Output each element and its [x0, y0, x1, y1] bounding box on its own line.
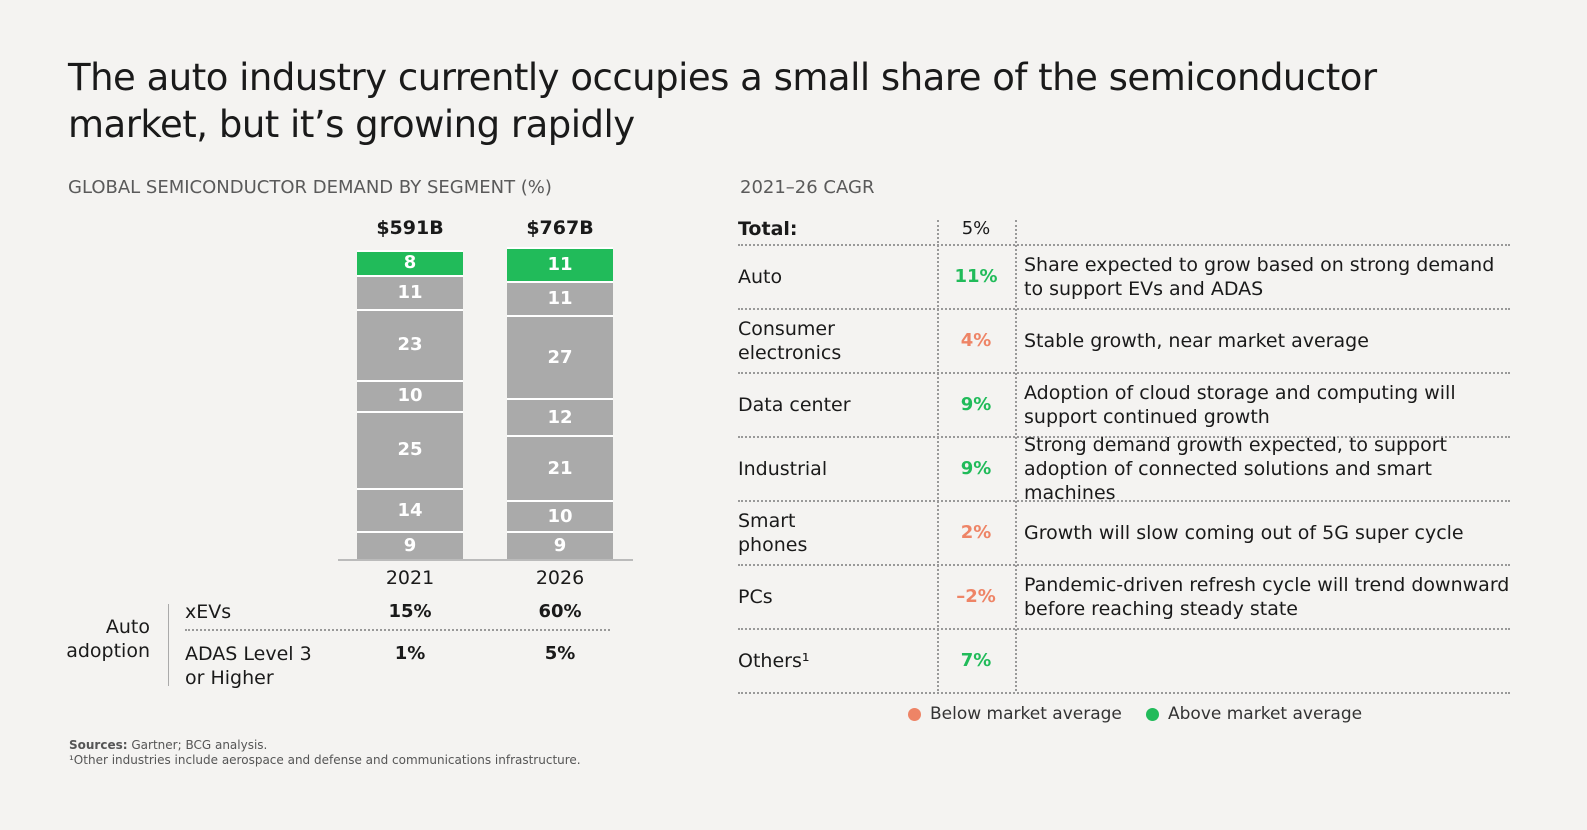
adoption-divider — [168, 604, 169, 686]
cagr-value: –2% — [956, 586, 996, 607]
adoption-label: Auto adoption — [66, 616, 150, 662]
baseline — [338, 559, 633, 561]
adoption-value: 15% — [388, 601, 432, 622]
bar-segment — [507, 314, 613, 399]
bar-segment — [357, 379, 463, 411]
bar-segment — [507, 435, 613, 501]
row-separator — [738, 436, 1510, 438]
row-note: Strong demand growth expected, to suppor… — [1024, 434, 1448, 504]
row-label: Consumer electronics — [738, 318, 842, 364]
cagr-value: 9% — [960, 458, 992, 479]
row-label: PCs — [738, 586, 773, 608]
cagr-value: 7% — [960, 650, 992, 671]
cagr-value: 4% — [960, 330, 992, 351]
row-note: Growth will slow coming out of 5G super … — [1024, 522, 1464, 544]
row-label: Industrial — [738, 458, 828, 480]
row-note: Adoption of cloud storage and computing … — [1024, 382, 1456, 428]
table-title: 2021–26 CAGR — [740, 177, 875, 198]
data-label: 12 — [547, 406, 573, 428]
row-note: Stable growth, near market average — [1024, 330, 1369, 352]
bar-segment — [507, 398, 613, 436]
row-label: Smart phones — [738, 510, 808, 556]
row-separator — [738, 692, 1510, 694]
legend-label: Above market average — [1168, 704, 1363, 724]
bar-segment — [507, 280, 613, 315]
data-label: 27 — [547, 346, 573, 368]
legend-marker — [908, 708, 921, 721]
bar-segment — [357, 308, 463, 380]
column-divider — [1015, 220, 1017, 691]
x-tick-label: 2026 — [535, 567, 585, 589]
adoption-separator — [185, 629, 610, 631]
row-separator — [738, 500, 1510, 502]
data-label: 14 — [397, 499, 423, 521]
total-value: 5% — [961, 218, 991, 239]
total-label: Total: — [738, 218, 798, 240]
row-note: Share expected to grow based on strong d… — [1024, 254, 1495, 300]
legend-marker — [1146, 708, 1159, 721]
row-separator — [738, 564, 1510, 566]
data-label: 11 — [547, 287, 573, 309]
row-note: Pandemic-driven refresh cycle will trend… — [1024, 574, 1510, 620]
row-label: Auto — [738, 266, 783, 288]
row-separator — [738, 308, 1510, 310]
row-label: Data center — [738, 394, 851, 416]
cagr-value: 9% — [960, 394, 992, 415]
adoption-value: 60% — [538, 601, 582, 622]
bar-segment — [357, 250, 463, 275]
bar-segment — [507, 247, 613, 281]
sources-text: Gartner; BCG analysis. — [131, 738, 268, 752]
bar-segment — [507, 500, 613, 532]
bar-segment — [507, 531, 613, 559]
bar-segment — [357, 531, 463, 559]
data-label: 8 — [403, 252, 417, 274]
data-label: 23 — [397, 334, 423, 356]
data-label: 9 — [553, 535, 567, 557]
data-label: 25 — [397, 439, 423, 461]
adoption-value: 5% — [544, 643, 576, 664]
column-divider — [937, 220, 939, 691]
data-label: 11 — [547, 253, 573, 275]
footnote: ¹Other industries include aerospace and … — [69, 753, 581, 767]
title: The auto industry currently occupies a s… — [68, 56, 1377, 146]
row-separator — [738, 372, 1510, 374]
cagr-value: 2% — [960, 522, 992, 543]
row-separator — [738, 244, 1510, 246]
data-label: 10 — [397, 385, 423, 407]
row-label: Others¹ — [738, 650, 810, 672]
legend-label: Below market average — [930, 704, 1122, 724]
sources: Sources: Gartner; BCG analysis. — [69, 738, 267, 752]
total-label: $591B — [376, 217, 444, 239]
data-label: 21 — [547, 457, 573, 479]
row-separator — [738, 628, 1510, 630]
data-label: 10 — [547, 505, 573, 527]
adoption-value: 1% — [394, 643, 426, 664]
bar-segment — [357, 274, 463, 309]
chart-subtitle: GLOBAL SEMICONDUCTOR DEMAND BY SEGMENT (… — [68, 177, 552, 198]
adoption-row-label: ADAS Level 3 or Higher — [185, 643, 312, 689]
data-label: 11 — [397, 281, 423, 303]
bar-segment — [357, 487, 463, 532]
x-tick-label: 2021 — [385, 567, 435, 589]
sources-label: Sources: — [69, 738, 128, 752]
cagr-value: 11% — [954, 266, 998, 287]
bar-segment — [357, 410, 463, 488]
adoption-row-label: xEVs — [185, 601, 232, 623]
total-label: $767B — [526, 217, 594, 239]
data-label: 9 — [403, 535, 417, 557]
